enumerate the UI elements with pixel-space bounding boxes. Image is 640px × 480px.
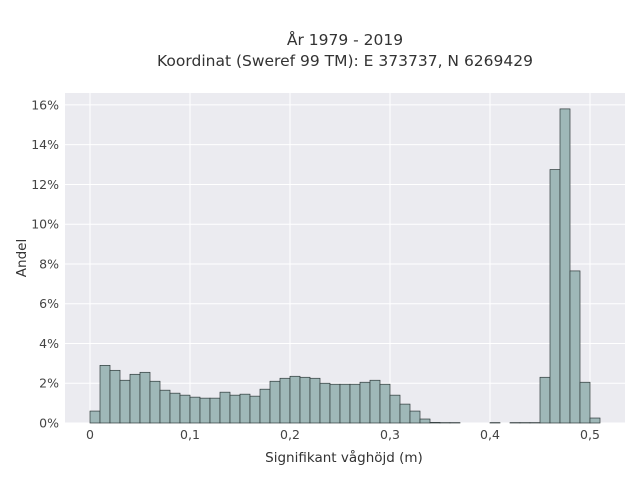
y-tick-label: 4% — [39, 336, 59, 351]
y-tick-label: 8% — [39, 256, 59, 271]
histogram-bar — [389, 394, 401, 424]
y-tick-label: 6% — [39, 296, 59, 311]
histogram-bar — [149, 380, 161, 424]
y-tick-label: 16% — [31, 97, 59, 112]
x-tick-label: 0,2 — [280, 427, 300, 442]
x-tick-label: 0,4 — [480, 427, 500, 442]
y-tick-labels: 0% 2% 4% 6% 8% 10% 12% 14% 16% — [31, 97, 59, 430]
histogram-bar — [159, 389, 171, 424]
histogram-bar — [569, 270, 581, 424]
histogram-bar — [179, 394, 191, 424]
histogram-bar — [219, 391, 231, 424]
x-tick-label: 0,1 — [180, 427, 200, 442]
histogram-bar — [229, 394, 241, 424]
histogram-bar — [99, 364, 111, 424]
histogram-bar — [359, 381, 371, 424]
histogram-bar — [89, 410, 101, 424]
histogram-bar — [249, 395, 261, 424]
histogram-bar — [369, 379, 381, 424]
histogram-bar — [329, 383, 341, 424]
histogram-bar — [319, 382, 331, 424]
histogram-bar — [239, 393, 251, 424]
histogram-bar — [139, 371, 151, 424]
histogram-bar — [579, 381, 591, 424]
y-tick-label: 10% — [31, 217, 59, 232]
histogram-bar — [349, 383, 361, 424]
x-tick-labels: 0 0,1 0,2 0,3 0,4 0,5 — [86, 427, 600, 442]
y-tick-label: 2% — [39, 376, 59, 391]
bars — [89, 108, 601, 424]
histogram-bar — [289, 375, 301, 424]
grid-lines — [65, 93, 625, 424]
histogram-bar — [189, 396, 201, 424]
histogram-bar — [269, 380, 281, 424]
x-tick-label: 0,3 — [380, 427, 400, 442]
histogram-bar — [199, 397, 211, 424]
histogram-bar — [169, 392, 181, 424]
histogram-bar — [129, 373, 141, 424]
histogram-bar — [109, 369, 121, 424]
histogram-bar — [309, 377, 321, 424]
histogram-bar — [119, 379, 131, 424]
y-axis-label: Andel — [14, 239, 30, 277]
x-tick-label: 0,5 — [580, 427, 600, 442]
chart-title-line-2: Koordinat (Sweref 99 TM): E 373737, N 62… — [157, 52, 533, 70]
histogram-bar — [299, 376, 311, 424]
histogram-bar — [399, 403, 411, 424]
y-tick-label: 14% — [31, 137, 59, 152]
histogram-bar — [559, 108, 571, 424]
histogram-bar — [589, 417, 601, 424]
histogram-bar — [259, 388, 271, 424]
histogram-bar — [419, 418, 431, 424]
y-tick-label: 0% — [39, 416, 59, 431]
histogram-bar — [549, 169, 561, 424]
histogram-bar — [209, 397, 221, 424]
histogram-bar — [379, 383, 391, 424]
x-axis-label: Signifikant våghöjd (m) — [265, 449, 423, 466]
y-tick-label: 12% — [31, 177, 59, 192]
plot-area — [65, 93, 625, 423]
histogram-bar — [279, 377, 291, 424]
histogram-bar — [429, 422, 441, 424]
histogram-bar — [539, 376, 551, 424]
histogram-bar — [409, 410, 421, 424]
x-tick-label: 0 — [86, 427, 94, 442]
histogram-bar — [339, 383, 351, 424]
chart-title-line-1: År 1979 - 2019 — [287, 30, 403, 49]
